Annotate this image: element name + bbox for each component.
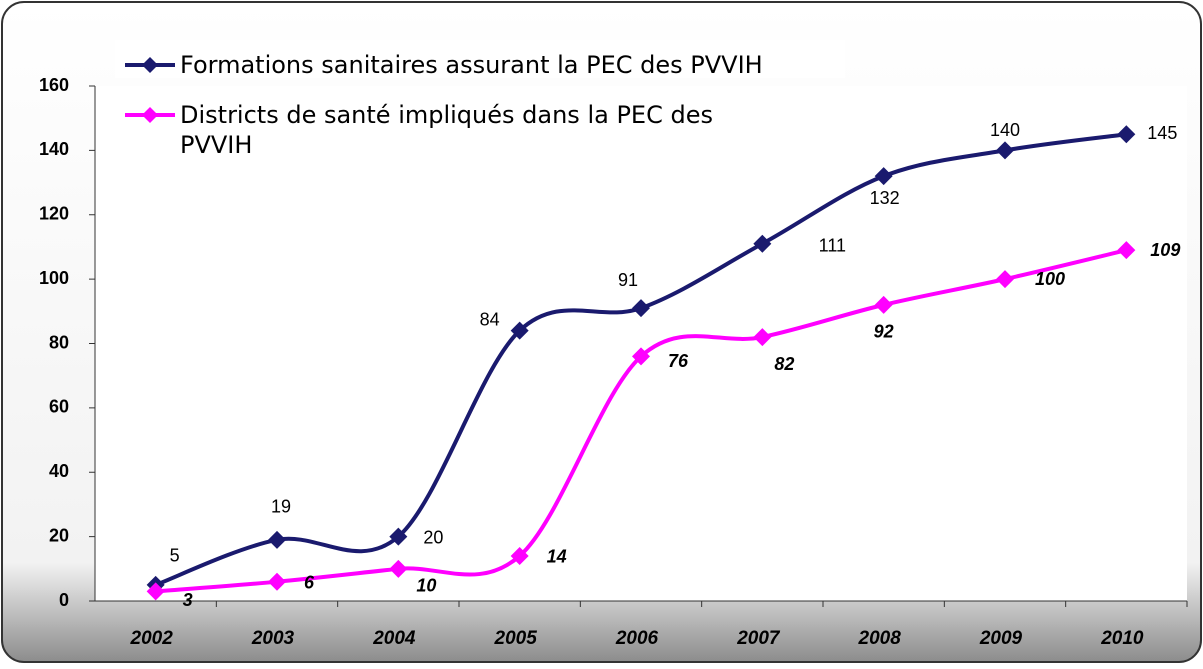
- x-tick-label: 2007: [736, 628, 781, 649]
- point-marker: [874, 295, 893, 314]
- y-tick-label: 140: [39, 139, 69, 159]
- data-label: 132: [870, 188, 900, 208]
- point-marker: [874, 167, 893, 186]
- data-label: 6: [304, 572, 315, 592]
- x-tick-label: 2003: [251, 628, 295, 649]
- data-label: 92: [874, 322, 894, 342]
- data-label: 91: [618, 270, 638, 290]
- point-marker: [510, 321, 529, 340]
- y-tick-label: 100: [39, 268, 69, 288]
- data-label: 84: [480, 309, 500, 329]
- y-tick-label: 0: [59, 590, 69, 610]
- x-tick-label: 2005: [494, 628, 538, 649]
- x-tick-label: 2010: [1100, 628, 1144, 649]
- legend-marker: [142, 57, 158, 73]
- x-tick-label: 2006: [615, 628, 659, 649]
- data-label: 76: [668, 351, 689, 371]
- point-marker: [389, 559, 408, 578]
- point-marker: [996, 141, 1014, 160]
- point-marker: [146, 582, 165, 601]
- x-tick-label: 2009: [979, 628, 1023, 649]
- point-marker: [268, 572, 286, 591]
- x-tick-label: 2002: [130, 628, 174, 649]
- legend-box: [115, 40, 845, 78]
- y-tick-label: 60: [49, 397, 69, 417]
- data-label: 3: [183, 590, 193, 610]
- y-tick-label: 20: [49, 525, 69, 545]
- x-tick-label: 2004: [372, 628, 416, 649]
- y-tick-label: 80: [49, 332, 69, 352]
- data-label: 5: [170, 546, 180, 566]
- data-label: 109: [1150, 240, 1180, 260]
- data-label: 100: [1035, 269, 1065, 289]
- data-label: 145: [1147, 123, 1177, 143]
- point-marker: [389, 527, 408, 546]
- point-marker: [632, 299, 650, 318]
- data-label: 82: [774, 354, 794, 374]
- point-marker: [996, 270, 1014, 289]
- data-label: 19: [271, 497, 291, 517]
- y-tick-label: 120: [39, 204, 69, 224]
- point-marker: [632, 347, 650, 366]
- data-label: 10: [416, 576, 436, 596]
- x-tick-label: 2008: [858, 628, 902, 649]
- point-marker: [1117, 125, 1136, 144]
- data-label: 140: [990, 120, 1020, 140]
- point-marker: [268, 530, 286, 549]
- legend-marker: [142, 107, 158, 123]
- series-line: [155, 248, 1127, 594]
- legend-label: Formations sanitaires assurant la PEC de…: [180, 51, 763, 79]
- series-line: [154, 132, 1127, 587]
- legend-entry: Formations sanitaires assurant la PEC de…: [180, 51, 763, 79]
- legend-entry: Districts de santé impliqués dans la PEC…: [180, 101, 713, 159]
- point-marker: [753, 234, 772, 253]
- data-label: 14: [547, 547, 567, 567]
- data-label: 111: [819, 235, 846, 255]
- legend-box: [165, 95, 785, 190]
- point-marker: [1117, 241, 1136, 260]
- point-marker: [753, 328, 772, 347]
- data-label: 20: [423, 527, 443, 547]
- point-marker: [510, 546, 529, 565]
- legend-label: Districts de santé impliqués dans la PEC…: [180, 101, 713, 159]
- y-tick-label: 40: [49, 461, 69, 481]
- y-tick-label: 160: [39, 75, 69, 95]
